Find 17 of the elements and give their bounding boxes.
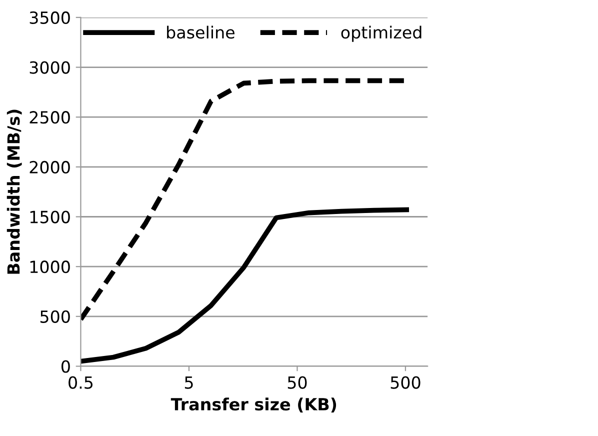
x-tick-label: 5 bbox=[184, 376, 193, 389]
x-tick-label: 0.5 bbox=[68, 376, 93, 389]
y-tick-label: 2000 bbox=[30, 160, 70, 174]
x-tick-label: 50 bbox=[288, 376, 307, 389]
y-tick-label: 3000 bbox=[30, 61, 70, 74]
x-tick-label: 500 bbox=[390, 376, 420, 389]
legend-label: baseline bbox=[167, 26, 234, 39]
legend-label: optimized bbox=[341, 26, 422, 42]
y-axis-title: Bandwidth (MB/s) bbox=[6, 110, 22, 274]
y-tick-label: 1500 bbox=[30, 210, 70, 224]
y-tick-label: 1000 bbox=[30, 260, 70, 274]
line-series bbox=[80, 207, 410, 364]
y-tick-label: 0 bbox=[62, 360, 70, 373]
x-axis-title: Transfer size (KB) bbox=[170, 398, 336, 413]
y-tick-label: 3500 bbox=[30, 11, 70, 24]
y-tick-label: 2500 bbox=[30, 111, 70, 124]
y-tick-label: 500 bbox=[40, 310, 70, 323]
